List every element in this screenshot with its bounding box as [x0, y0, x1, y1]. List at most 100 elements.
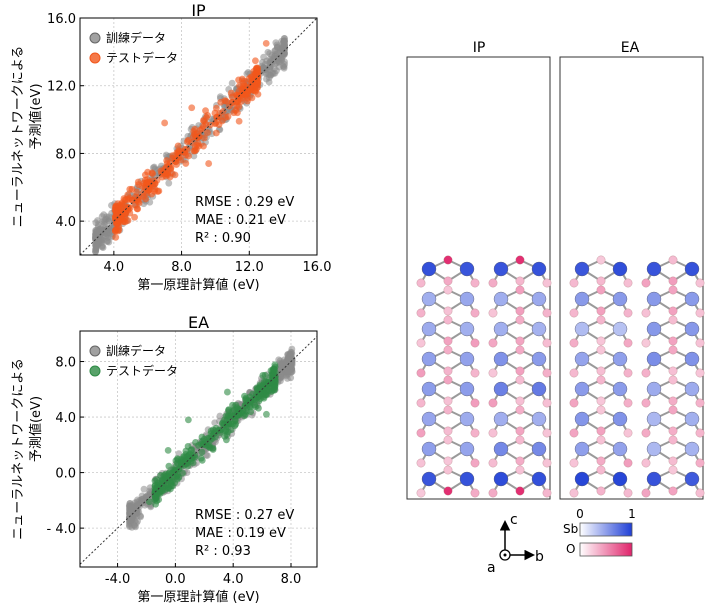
- o-atom: [488, 278, 498, 288]
- data-point: [202, 107, 209, 115]
- data-point: [171, 158, 179, 165]
- x-tick-label: 8.0: [171, 260, 192, 275]
- data-point: [165, 462, 173, 470]
- data-point: [211, 109, 219, 117]
- sb-atom: [612, 351, 628, 367]
- data-point: [161, 119, 169, 127]
- o-atom: [641, 488, 651, 498]
- sb-atom: [531, 261, 547, 277]
- o-atom: [596, 426, 606, 436]
- o-atom: [641, 338, 651, 348]
- data-point: [235, 76, 242, 84]
- o-atom: [596, 315, 606, 325]
- data-point: [262, 39, 270, 47]
- legend-marker: [89, 52, 101, 64]
- data-point: [241, 392, 248, 400]
- sb-atom: [612, 291, 628, 307]
- sb-atom: [493, 381, 509, 397]
- series-test: [111, 57, 262, 241]
- axis-c-label: c: [510, 512, 518, 528]
- o-atom: [596, 405, 606, 415]
- o-atom: [443, 306, 453, 316]
- axis-a-dot: [503, 553, 507, 557]
- data-point: [131, 213, 138, 221]
- data-point: [122, 209, 130, 217]
- o-atom: [515, 426, 525, 436]
- o-atom: [416, 488, 426, 498]
- o-atom: [641, 398, 651, 408]
- data-point: [143, 189, 151, 197]
- data-point: [128, 185, 136, 193]
- data-point: [288, 345, 296, 353]
- data-point: [238, 92, 246, 99]
- colorbar-max-label: 1: [628, 507, 636, 521]
- o-atom: [542, 488, 552, 498]
- data-point: [271, 47, 279, 55]
- data-point: [188, 104, 196, 112]
- o-atom: [668, 486, 678, 496]
- y-tick-label: 8.0: [55, 147, 76, 162]
- o-atom: [668, 306, 678, 316]
- sb-atom: [646, 261, 662, 277]
- data-point: [235, 103, 243, 111]
- o-atom: [596, 486, 606, 496]
- plot-title: EA: [188, 313, 209, 332]
- x-tick-label: 4.0: [223, 572, 244, 587]
- data-point: [246, 403, 254, 411]
- data-point: [190, 152, 198, 160]
- plot-frame: [79, 330, 318, 568]
- o-atom: [488, 428, 498, 438]
- o-atom: [515, 315, 525, 325]
- legend-marker: [89, 32, 101, 44]
- data-point: [182, 160, 190, 167]
- data-point: [203, 452, 211, 459]
- axis-compass: c b a: [487, 512, 544, 576]
- stat-text: RMSE : 0.27 eV: [195, 508, 294, 523]
- o-atom: [470, 308, 480, 318]
- data-point: [198, 433, 206, 441]
- data-point: [254, 68, 262, 76]
- o-atom: [668, 255, 678, 265]
- o-atom: [443, 375, 453, 385]
- data-point: [165, 179, 173, 187]
- o-atom: [596, 276, 606, 286]
- o-atom: [695, 398, 705, 408]
- o-atom: [596, 456, 606, 466]
- data-point: [164, 168, 172, 176]
- data-point: [174, 142, 182, 150]
- data-point: [175, 474, 183, 481]
- data-point: [224, 113, 232, 120]
- o-atom: [542, 338, 552, 348]
- structure-panel-ea-frame: [559, 56, 704, 500]
- sb-atom: [459, 321, 475, 337]
- o-atom: [443, 405, 453, 415]
- o-atom: [488, 308, 498, 318]
- sb-atom: [493, 471, 509, 487]
- o-atom: [623, 278, 633, 288]
- sb-atom: [612, 381, 628, 397]
- data-point: [180, 148, 188, 156]
- sb-atom: [684, 411, 700, 427]
- sb-atom: [421, 411, 437, 427]
- o-atom: [443, 426, 453, 436]
- o-atom: [443, 315, 453, 325]
- sb-atom: [612, 411, 628, 427]
- data-point: [124, 217, 132, 224]
- o-atom: [569, 398, 579, 408]
- o-atom: [443, 456, 453, 466]
- x-tick-label: 0.0: [165, 572, 186, 587]
- atoms-ip: [416, 255, 552, 498]
- o-atom: [416, 458, 426, 468]
- data-point: [229, 401, 236, 409]
- data-point: [202, 114, 210, 121]
- o-atom: [569, 368, 579, 378]
- data-point: [222, 412, 230, 420]
- y-axis-label-line1: ニューラルネットワークによる: [11, 46, 26, 228]
- data-point: [200, 134, 208, 142]
- o-atom: [443, 465, 453, 475]
- sb-atom: [531, 381, 547, 397]
- data-point: [266, 50, 274, 57]
- data-point: [263, 410, 270, 418]
- data-point: [240, 412, 248, 420]
- o-atom: [668, 396, 678, 406]
